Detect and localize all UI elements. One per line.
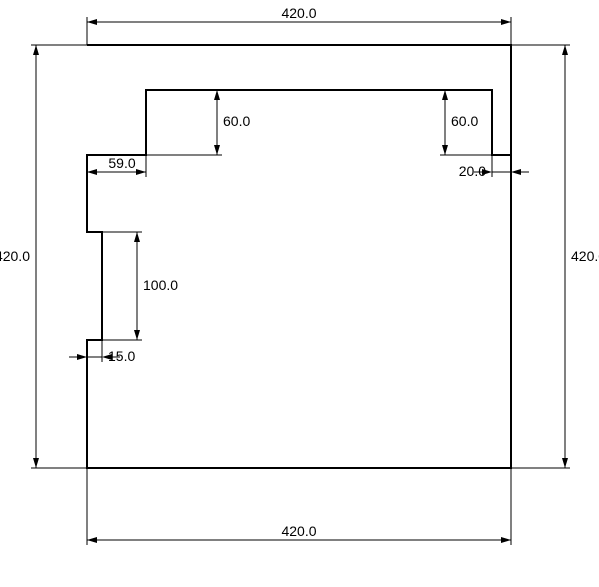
dim-label-notch2_60: 60.0 bbox=[451, 113, 478, 129]
dim-height_100: 100.0 bbox=[102, 232, 178, 340]
dim-top_420: 420.0 bbox=[87, 5, 511, 45]
dim-label-top_420: 420.0 bbox=[281, 5, 316, 21]
dim-notch2_60: 60.0 bbox=[440, 90, 511, 155]
dim-label-bottom_420: 420.0 bbox=[281, 523, 316, 539]
dim-label-notch1_60: 60.0 bbox=[223, 113, 250, 129]
dim-label-right_420: 420.0 bbox=[571, 248, 599, 264]
dim-label-width_59: 59.0 bbox=[108, 155, 135, 171]
dim-label-width_15: 15.0 bbox=[108, 348, 135, 364]
dim-width_15: 15.0 bbox=[87, 340, 135, 364]
dim-width_20_line: 20.0 bbox=[459, 155, 511, 179]
dim-notch1_60: 60.0 bbox=[146, 90, 250, 155]
dim-right_420: 420.0 bbox=[511, 45, 599, 468]
dim-label-left_420: 420.0 bbox=[0, 248, 30, 264]
part-outline bbox=[87, 45, 511, 468]
dim-left_420: 420.0 bbox=[0, 45, 87, 468]
dim-bottom_420: 420.0 bbox=[87, 468, 511, 545]
dim-label-height_100: 100.0 bbox=[143, 277, 178, 293]
